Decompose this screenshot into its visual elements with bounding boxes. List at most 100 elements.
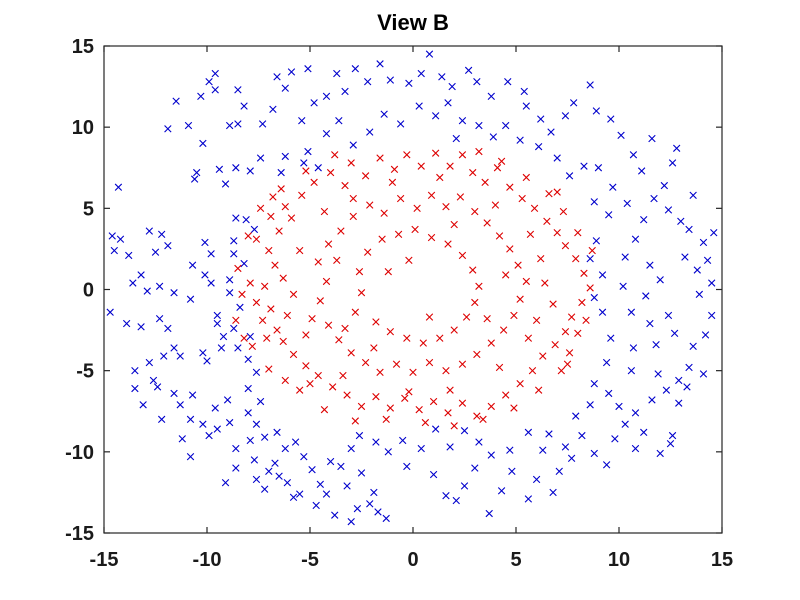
y-tick-label: -15 [65,523,94,545]
outer-ring-point [532,475,541,484]
outer-ring-point [205,431,213,440]
outer-ring-point [114,183,123,191]
outer-ring-point [660,181,669,190]
inner-ring-point [384,267,392,276]
outer-ring-point [108,232,116,240]
inner-ring-point [553,228,561,237]
outer-ring-point [524,495,533,503]
inner-ring-point [302,362,310,370]
outer-ring-point [502,121,510,130]
outer-ring-point [211,69,219,78]
inner-ring-point [415,405,423,414]
outer-ring-point [258,120,267,128]
outer-ring-point [452,134,460,143]
inner-ring-point [510,311,518,320]
inner-ring-point [357,402,366,411]
outer-ring-point [351,65,360,73]
outer-ring-point [689,191,697,200]
outer-ring-point [230,324,238,333]
x-tick-label: -10 [193,549,222,571]
outer-ring-point [473,78,481,86]
outer-ring-point [460,427,469,435]
outer-ring-point [186,415,195,424]
inner-ring-point [497,157,506,165]
outer-ring-point [487,92,495,101]
inner-ring-point [553,188,561,196]
outer-ring-point [485,509,493,518]
outer-ring-point [592,237,601,245]
inner-ring-point [316,297,324,305]
outer-ring-point [650,194,658,203]
outer-ring-point [662,386,671,394]
outer-ring-point [695,290,704,299]
outer-ring-point [155,315,164,323]
outer-ring-point [631,409,640,417]
outer-ring-point [611,435,619,443]
outer-ring-point [225,121,234,130]
outer-ring-point [211,404,219,412]
inner-ring-point [296,386,304,394]
outer-ring-point [353,504,362,513]
inner-ring-point [256,204,265,213]
inner-ring-point [580,269,588,277]
outer-ring-point [648,396,656,404]
outer-ring-point [522,102,530,110]
inner-ring-point [574,228,582,237]
outer-ring-point [666,440,675,448]
inner-ring-point [436,173,444,182]
outer-ring-point [586,81,594,89]
inner-ring-point [308,315,316,323]
inner-ring-point [545,190,553,198]
inner-ring-point [518,194,526,203]
inner-ring-point [561,328,570,336]
outer-ring-point [221,180,230,188]
inner-ring-point [411,225,419,234]
outer-ring-point [452,496,460,505]
outer-ring-point [244,384,252,393]
outer-ring-point [260,433,269,441]
outer-ring-point [586,401,594,409]
outer-ring-point [444,99,452,107]
inner-ring-point [331,151,339,159]
inner-ring-point [258,316,267,325]
outer-ring-point [188,391,197,399]
inner-ring-point [582,316,590,325]
outer-ring-point [137,323,145,331]
outer-ring-point [172,97,180,105]
inner-ring-point [314,371,322,380]
outer-ring-point [193,168,201,177]
outer-ring-point [252,475,261,484]
inner-ring-point [238,290,246,299]
inner-ring-point [483,219,491,227]
outer-ring-point [685,225,693,234]
outer-ring-point [685,363,693,372]
outer-ring-point [236,303,244,312]
outer-ring-point [234,120,242,128]
inner-ring-point [376,154,384,162]
outer-ring-point [708,311,716,320]
outer-ring-point [605,389,613,398]
inner-ring-point [324,240,333,248]
inner-ring-point [328,383,337,391]
outer-ring-point [184,121,193,130]
outer-ring-point [145,227,154,235]
outer-ring-point [376,60,384,68]
outer-ring-point [289,493,298,501]
inner-ring-point [394,230,403,238]
inner-ring-point [302,331,310,339]
outer-ring-point [537,115,545,123]
outer-ring-point [326,457,335,466]
inner-ring-point [396,194,405,203]
outer-ring-point [273,428,281,437]
inner-ring-point [549,300,557,308]
outer-ring-point [322,129,331,138]
inner-ring-point [287,214,296,222]
outer-ring-point [300,453,308,461]
outer-ring-point [337,462,345,471]
outer-ring-point [281,152,289,161]
outer-ring-point [631,444,640,453]
outer-ring-point [699,370,708,378]
outer-ring-point [131,366,139,375]
outer-ring-point [384,448,392,456]
inner-ring-point [427,191,436,200]
